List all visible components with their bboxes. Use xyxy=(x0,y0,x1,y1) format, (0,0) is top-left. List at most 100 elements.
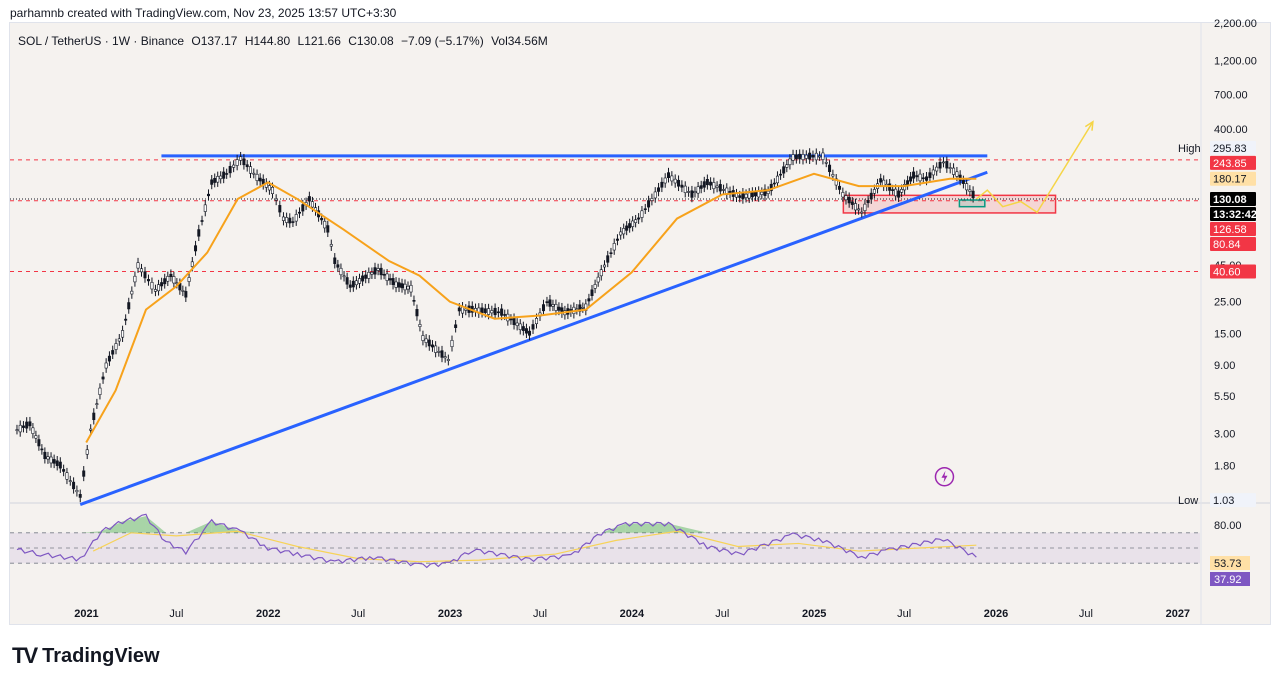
candle-body xyxy=(554,304,558,311)
price-label-value: 13:32:42 xyxy=(1213,209,1257,221)
candle-body xyxy=(503,314,507,316)
candle-body xyxy=(288,217,292,224)
open-value: O137.17 xyxy=(191,34,238,48)
candle-body xyxy=(587,298,591,302)
price-label-value: 126.58 xyxy=(1213,224,1247,236)
projection-path[interactable] xyxy=(975,121,1094,214)
tradingview-footer[interactable]: TV TradingView xyxy=(12,643,160,668)
y-tick-label: 1.80 xyxy=(1214,460,1235,472)
candle-body xyxy=(143,271,147,279)
candle-body xyxy=(894,188,898,197)
candle-body xyxy=(464,308,468,311)
candle-body xyxy=(581,307,585,309)
demand-zone-box[interactable] xyxy=(842,194,1057,214)
candle-body xyxy=(278,205,282,213)
y-tick-label: 700.00 xyxy=(1214,89,1248,101)
candle-body xyxy=(673,178,677,184)
candle-body xyxy=(385,273,389,281)
rsi-overbought-fill xyxy=(625,523,669,533)
candle-body xyxy=(801,154,805,160)
rsi-line[interactable] xyxy=(16,513,977,569)
candle-body xyxy=(968,189,972,192)
candle-body xyxy=(906,180,910,186)
candle-body xyxy=(228,166,232,174)
candle-body xyxy=(921,177,925,180)
candle-body xyxy=(323,220,327,229)
lightning-icon[interactable] xyxy=(934,467,955,487)
moving-average-line[interactable] xyxy=(85,172,977,444)
candle-body xyxy=(454,324,458,328)
candle-body xyxy=(166,276,170,282)
rsi-signal-line[interactable] xyxy=(92,530,977,563)
candle-body xyxy=(216,176,220,183)
candle-body xyxy=(450,340,454,348)
symbol-name[interactable]: SOL / TetherUS · 1W · Binance xyxy=(18,34,185,48)
candle-body xyxy=(766,190,770,194)
candle-body xyxy=(400,283,404,289)
candle-body xyxy=(647,200,651,208)
price-label-box xyxy=(1210,171,1256,186)
candle-body xyxy=(358,278,362,284)
candle-body xyxy=(900,189,904,193)
candle-body xyxy=(376,268,380,271)
candle-body xyxy=(915,175,919,178)
candle-body xyxy=(333,257,337,264)
candle-body xyxy=(578,304,582,312)
candle-body xyxy=(348,284,352,288)
candle-body xyxy=(388,278,392,281)
candle-body xyxy=(925,176,929,181)
candle-body xyxy=(406,285,410,290)
candle-body xyxy=(738,195,742,198)
candle-body xyxy=(28,421,32,427)
price-label-value: 295.83 xyxy=(1213,143,1247,155)
candle-body xyxy=(434,345,438,353)
candle-body xyxy=(958,174,962,181)
candle-body xyxy=(160,282,164,287)
candle-body xyxy=(619,231,623,236)
candle-body xyxy=(153,289,157,292)
candle-body xyxy=(169,273,173,278)
candle-body xyxy=(660,181,664,188)
candle-body xyxy=(860,211,864,214)
price-label-value: 40.60 xyxy=(1213,266,1241,278)
candle-body xyxy=(239,156,243,161)
uptrend-line[interactable] xyxy=(79,170,988,506)
candle-body xyxy=(187,277,191,282)
candle-body xyxy=(804,154,808,159)
candle-body xyxy=(483,308,487,313)
candle-body xyxy=(941,161,945,164)
candle-body xyxy=(200,220,204,222)
candle-body xyxy=(342,275,346,278)
rsi-signal-value: 53.73 xyxy=(1214,558,1242,570)
candle-body xyxy=(351,280,355,288)
candle-body xyxy=(379,267,383,276)
tradingview-brand: TradingView xyxy=(42,644,160,667)
price-label-box xyxy=(1210,493,1256,508)
candle-body xyxy=(82,470,86,477)
candle-body xyxy=(709,181,713,186)
candle-body xyxy=(857,208,861,211)
candle-body xyxy=(834,178,838,186)
candle-body xyxy=(55,460,59,466)
support-box[interactable] xyxy=(958,199,986,208)
candle-body xyxy=(127,302,131,310)
candle-body xyxy=(157,284,161,292)
candle-body xyxy=(603,264,607,268)
rsi-overbought-fill xyxy=(185,521,212,533)
candle-body xyxy=(596,276,600,283)
x-tick-label: 2024 xyxy=(620,608,645,620)
candle-body xyxy=(690,190,694,198)
candle-body xyxy=(791,154,795,161)
candle-body xyxy=(391,278,395,285)
tradingview-logo-icon: TV xyxy=(12,643,38,668)
candle-body xyxy=(935,166,939,172)
candle-body xyxy=(500,308,504,316)
candle-body xyxy=(58,461,62,469)
rsi-signal-tag xyxy=(1210,556,1250,570)
candle-body xyxy=(101,376,105,380)
candle-body xyxy=(640,210,644,218)
x-tick-label: 2022 xyxy=(256,608,280,620)
symbol-legend: SOL / TetherUS · 1W · Binance O137.17 H1… xyxy=(18,34,552,48)
rsi-overbought-fill xyxy=(145,516,166,533)
